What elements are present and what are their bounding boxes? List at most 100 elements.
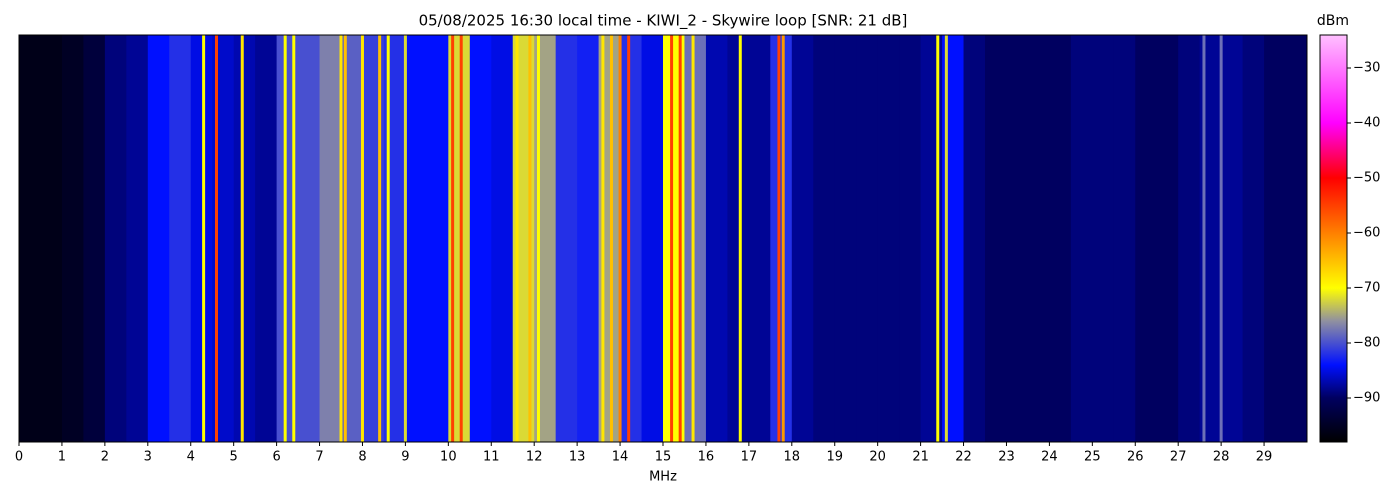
signal-line <box>459 35 463 442</box>
x-tick-label: 0 <box>15 450 23 465</box>
spectrum-column <box>899 35 922 442</box>
x-tick-label: 15 <box>655 450 672 465</box>
x-tick-label: 12 <box>526 450 543 465</box>
signal-line <box>944 35 948 442</box>
x-tick-label: 27 <box>1170 450 1187 465</box>
signal-line <box>360 35 364 442</box>
signal-line <box>378 35 382 442</box>
x-tick-label: 19 <box>826 450 843 465</box>
spectrum-column <box>104 35 127 442</box>
signal-line <box>601 35 605 442</box>
signal-line <box>202 35 206 442</box>
spectrum-column <box>705 35 728 442</box>
x-axis-label: MHz <box>649 470 677 485</box>
spectrum-column <box>233 35 256 442</box>
signal-line <box>339 35 343 442</box>
x-tick-label: 22 <box>955 450 972 465</box>
x-tick-label: 10 <box>440 450 457 465</box>
spectrum-column <box>491 35 514 442</box>
x-tick-label: 8 <box>358 450 366 465</box>
x-tick-label: 7 <box>315 450 323 465</box>
signal-line <box>528 35 532 442</box>
spectrum-column <box>856 35 879 442</box>
x-tick-label: 4 <box>187 450 195 465</box>
x-tick-label: 6 <box>272 450 280 465</box>
spectrum-column <box>147 35 170 442</box>
spectrum-column <box>61 35 84 442</box>
x-tick-label: 17 <box>741 450 758 465</box>
spectrum-column <box>555 35 578 442</box>
spectrum-column <box>40 35 63 442</box>
spectrum-column <box>813 35 836 442</box>
spectrum-column <box>963 35 986 442</box>
signal-line <box>678 35 682 442</box>
spectrum-column <box>405 35 428 442</box>
signal-line <box>781 35 785 442</box>
x-tick-label: 28 <box>1213 450 1230 465</box>
signal-line <box>1202 35 1206 442</box>
x-tick-label: 26 <box>1127 450 1144 465</box>
colorbar-tick-label: −30 <box>1353 61 1380 76</box>
spectrum-column <box>298 35 321 442</box>
spectrum-column <box>620 35 643 442</box>
x-tick-label: 16 <box>698 450 715 465</box>
spectrum-column <box>1113 35 1136 442</box>
x-tick-label: 23 <box>998 450 1015 465</box>
signal-line <box>691 35 695 442</box>
signal-line <box>777 35 781 442</box>
spectrum-column <box>83 35 106 442</box>
signal-line <box>451 35 455 442</box>
signal-line <box>670 35 674 442</box>
signal-line <box>1219 35 1223 442</box>
colorbar-tick-label: −40 <box>1353 116 1380 131</box>
x-tick-label: 2 <box>101 450 109 465</box>
spectrum-column <box>684 35 707 442</box>
signal-line <box>609 35 613 442</box>
colorbar <box>1319 34 1348 443</box>
spectrum-column <box>169 35 192 442</box>
spectrum-column <box>1285 35 1308 442</box>
spectrum-column <box>577 35 600 442</box>
x-tick-label: 13 <box>569 450 586 465</box>
spectrum-column <box>19 35 41 442</box>
spectrum-column <box>126 35 149 442</box>
spectrum-column <box>727 35 750 442</box>
spectrum-column <box>877 35 900 442</box>
x-tick-label: 21 <box>912 450 929 465</box>
signal-line <box>403 35 407 442</box>
spectrum-column <box>319 35 342 442</box>
spectrum-column <box>1264 35 1287 442</box>
spectrum-column <box>1178 35 1201 442</box>
x-tick-label: 14 <box>612 450 629 465</box>
spectrum-column <box>1070 35 1093 442</box>
colorbar-tick-label: −90 <box>1353 391 1380 406</box>
x-tick-label: 29 <box>1256 450 1273 465</box>
spectrum-column <box>834 35 857 442</box>
x-tick-label: 5 <box>230 450 238 465</box>
chart-title: 05/08/2025 16:30 local time - KIWI_2 - S… <box>419 12 908 31</box>
spectrum-column <box>985 35 1007 442</box>
spectrum-column <box>469 35 492 442</box>
spectrum-column <box>1221 35 1244 442</box>
signal-line <box>343 35 347 442</box>
x-tick-label: 24 <box>1041 450 1058 465</box>
signal-line <box>618 35 622 442</box>
colorbar-tick-label: −50 <box>1353 171 1380 186</box>
spectrum-column <box>426 35 449 442</box>
signal-line <box>936 35 940 442</box>
x-tick-label: 11 <box>483 450 500 465</box>
colorbar-tick-label: −70 <box>1353 281 1380 296</box>
signal-line <box>240 35 244 442</box>
colorbar-tick-label: −60 <box>1353 226 1380 241</box>
spectrum-column <box>1242 35 1265 442</box>
signal-line <box>283 35 287 442</box>
x-tick-label: 18 <box>784 450 801 465</box>
spectrum-column <box>641 35 664 442</box>
x-tick-label: 9 <box>401 450 409 465</box>
colorbar-tick-label: −80 <box>1353 336 1380 351</box>
signal-line <box>536 35 540 442</box>
spectrum-column <box>791 35 814 442</box>
spectrum-column <box>748 35 771 442</box>
x-tick-label: 1 <box>58 450 66 465</box>
